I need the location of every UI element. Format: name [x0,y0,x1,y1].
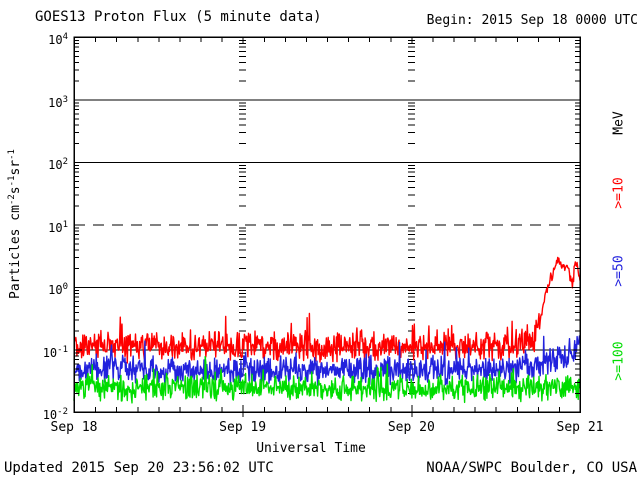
series--10-mev [73,256,581,364]
begin-timestamp: Begin: 2015 Sep 18 0000 UTC [426,13,638,28]
data-source: NOAA/SWPC Boulder, CO USA [426,460,637,476]
legend-entry-50: >=50 [611,255,627,287]
y-tick-label: 10-1 [42,344,68,360]
legend-entry-100: >=100 [611,341,627,381]
y-tick-label: 10-2 [42,407,68,422]
y-tick-label: 101 [48,219,68,235]
updated-timestamp: Updated 2015 Sep 20 23:56:02 UTC [4,460,274,476]
series--50-mev [73,335,581,386]
series--100-mev [73,356,581,404]
y-tick-label: 102 [48,157,68,172]
day-label: Sep 20 [387,420,435,435]
chart-title: GOES13 Proton Flux (5 minute data) [35,9,322,25]
legend-entry-10: >=10 [611,177,627,209]
y-tick-label: 100 [48,282,68,297]
day-label: Sep 18 [50,420,98,435]
plot-border [73,36,581,413]
y-tick-label: 104 [48,32,68,47]
x-axis-label: Universal Time [256,441,366,456]
legend-unit-mev: MeV [611,111,627,135]
y-tick-label: 103 [48,94,68,110]
day-label: Sep 21 [556,420,604,435]
day-label: Sep 19 [219,420,267,435]
y-axis-label: Particles cm-2s-1sr-1 [6,149,24,299]
